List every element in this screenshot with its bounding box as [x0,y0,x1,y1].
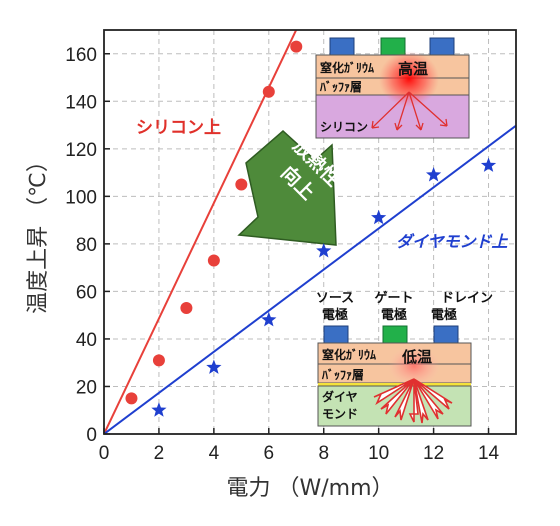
improvement-arrow-shape [237,129,337,246]
y-tick-label: 0 [86,425,97,446]
fit-lines [104,30,516,434]
x-tick-label: 4 [209,443,220,464]
data-point-silicon [180,302,193,315]
inset-diamond-gan-label: 窒化ｶﾞﾘｳﾑ [322,347,376,362]
electrode-label-source: 電極 [322,307,348,323]
x-axis-title: 電力 （W/mm） [226,476,393,501]
inset-diamond-interface [318,383,471,386]
inset-silicon-gan-label: 窒化ｶﾞﾘｳﾑ [320,60,374,75]
inset-silicon-hotspot [379,51,439,107]
inset-silicon-hot-label: 高温 [398,60,428,78]
plot-frame [103,29,517,435]
data-point-silicon [152,354,165,367]
inset-diamond-cool-label: 低温 [401,348,432,366]
data-point-diamond [425,166,442,182]
y-tick-label: 160 [65,45,97,66]
electrode-label-drain: ドレイン [441,291,493,306]
inset-silicon: 窒化ｶﾞﾘｳﾑ ﾊﾞｯﾌｧ層 高温 シリコン [315,37,470,139]
y-tick-label: 100 [65,187,97,208]
data-point-silicon [235,178,248,191]
y-tick-label: 80 [76,235,97,256]
data-point-diamond [480,157,497,172]
inset-silicon-buffer-label: ﾊﾞｯﾌｧ層 [319,79,362,94]
y-axis-title: 温度上昇 （℃） [26,150,51,314]
electrode-label-source: ソース [316,291,354,306]
y-tick-label: 20 [76,377,97,398]
data-point-silicon [207,254,220,267]
x-tick-label: 0 [99,443,110,464]
data-point-diamond [261,311,277,327]
electrode-label-gate: 電極 [381,307,407,323]
inset-silicon-heat-arrows [371,91,448,131]
inset-diamond-electrode [323,325,349,344]
y-tick-label: 120 [65,140,97,161]
data-point-diamond [206,359,222,374]
y-tick-label: 60 [76,282,97,303]
x-tick-label: 6 [264,443,275,464]
inset-diamond-electrode [433,325,459,344]
inset-silicon-substrate-label: シリコン [320,120,368,134]
inset-silicon-electrode [329,37,355,56]
data-point-silicon [262,85,275,98]
fit-line-silicon [104,30,298,434]
inset-silicon-electrode [429,37,455,56]
inset-diamond-substrate-label: モンド [322,407,358,421]
x-tick-label: 10 [368,443,389,464]
series-label-diamond: ダイヤモンド上 [396,232,509,251]
electrode-label-drain: 電極 [431,307,457,323]
y-tick-label: 40 [76,330,97,351]
inset-diamond: ソース 電極 ゲート 電極 ドレイン 電極 窒化ｶﾞﾘｳﾑ ﾊﾞｯﾌｧ層 低温 … [316,290,493,427]
fit-line-diamond [104,124,516,434]
y-tick-label: 140 [65,92,97,113]
data-point-diamond [316,243,332,258]
markers [125,40,497,417]
data-point-silicon [125,392,138,405]
inset-diamond-buffer-label: ﾊﾞｯﾌｧ層 [321,367,364,382]
inset-diamond-electrode [382,325,408,344]
inset-diamond-heat-arrows [373,378,453,424]
data-point-diamond [371,209,387,225]
data-point-diamond [151,402,167,417]
x-tick-label: 14 [478,443,500,464]
electrode-label-gate: ゲート [374,290,413,306]
data-point-silicon [290,40,303,53]
series-label-silicon: シリコン上 [136,118,221,138]
x-tick-label: 2 [154,443,165,464]
x-tick-label: 12 [423,443,444,464]
x-tick-label: 8 [318,443,329,464]
inset-diamond-substrate-label: ダイヤ [322,389,358,404]
inset-diamond-hotspot [388,346,440,386]
